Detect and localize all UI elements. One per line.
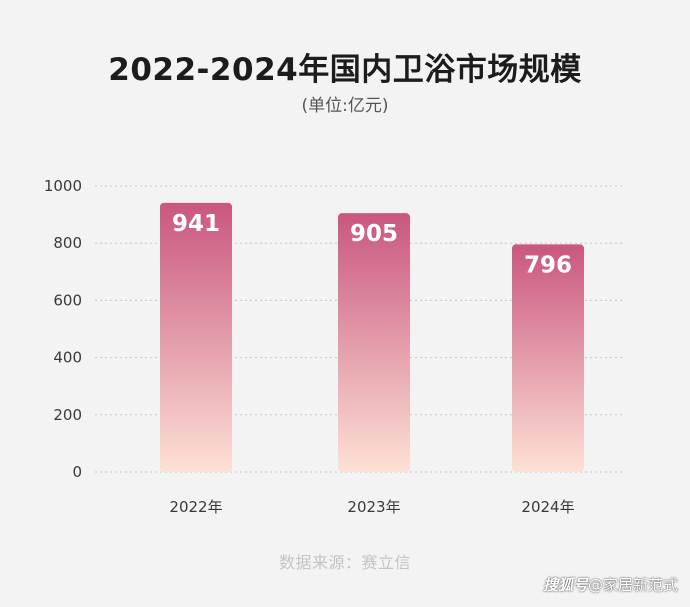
bars [160,202,584,473]
watermark: 搜狐号@家居新范式 [543,574,678,595]
source-note: 数据来源：赛立信 [278,553,411,572]
x-axis-categories: 2022年 2023年 2024年 [169,498,574,516]
y-tick-label: 400 [53,349,82,367]
watermark-logo: 搜狐号 [542,576,588,594]
data-label: 905 [350,221,398,247]
data-label: 941 [172,211,220,237]
x-category-label: 2022年 [169,498,222,516]
y-tick-label: 600 [53,291,82,309]
bar [160,202,232,472]
x-category-label: 2023年 [347,498,400,516]
x-category-label: 2024年 [521,498,574,516]
chart-title: 2022-2024年国内卫浴市场规模 [108,52,582,88]
bar [338,213,410,473]
y-tick-label: 200 [53,406,82,424]
data-label: 796 [524,252,572,278]
y-axis-ticks: 0 200 400 600 800 1000 [44,177,82,481]
y-tick-label: 1000 [44,177,82,195]
y-tick-label: 0 [72,463,82,481]
watermark-text: @家居新范式 [587,576,678,594]
y-tick-label: 800 [53,234,82,252]
bar [512,244,584,472]
data-labels: 941 905 796 [172,211,572,278]
chart-subtitle: (单位:亿元) [301,96,389,116]
